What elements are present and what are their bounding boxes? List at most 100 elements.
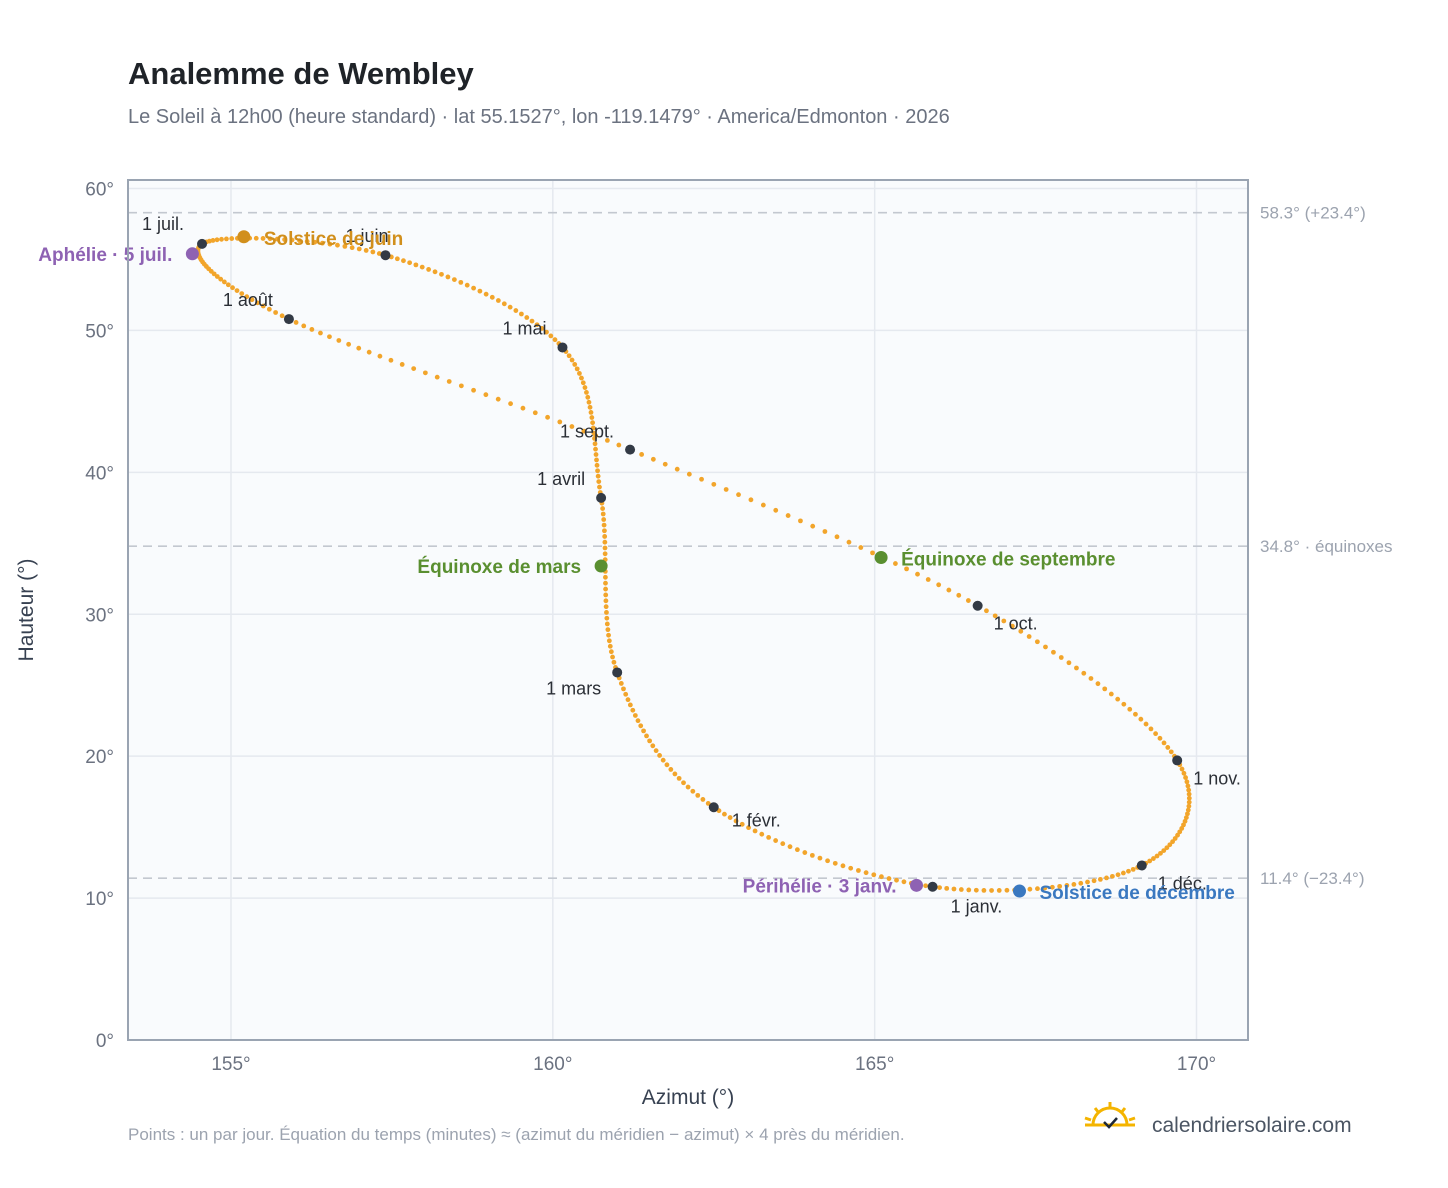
daily-point [601,522,607,528]
daily-point [739,821,745,827]
daily-point [639,452,645,457]
daily-point [585,394,591,400]
daily-point [951,886,957,892]
daily-point [1120,870,1126,876]
daily-point [736,492,741,498]
x-tick-label: 160° [533,1054,572,1075]
daily-point [595,468,600,474]
daily-point [587,404,593,410]
x-tick-label: 155° [211,1054,250,1075]
daily-point [705,800,711,806]
daily-point [363,248,369,253]
daily-point [668,767,674,772]
chart-subtitle: Le Soleil à 12h00 (heure standard) · lat… [128,106,950,128]
daily-point [519,311,524,317]
daily-point [723,487,729,492]
daily-point [856,868,861,873]
daily-point [810,523,816,529]
daily-point [1078,880,1084,886]
daily-point [886,876,892,881]
daily-point [577,371,582,376]
daily-point [647,738,653,744]
daily-point [1001,618,1007,624]
daily-point [273,310,279,315]
y-tick-label: 50° [85,321,114,342]
daily-point [1168,749,1174,755]
daily-point [780,841,786,847]
daily-point [581,428,587,434]
daily-point [699,476,704,482]
daily-point [426,267,432,272]
event-label: Équinoxe de septembre [901,548,1115,570]
month-marker [612,667,623,678]
daily-point [1186,787,1192,793]
daily-point [1133,711,1138,717]
daily-point [1186,799,1192,805]
daily-point [600,511,606,517]
daily-point [602,528,607,534]
daily-point [894,877,899,883]
daily-point [733,818,739,824]
daily-point [483,291,489,297]
daily-point [289,237,295,243]
daily-point [230,285,235,291]
daily-point [552,337,558,343]
daily-point [566,353,572,359]
daily-point [260,303,266,309]
daily-point [863,870,869,876]
daily-point [1167,842,1173,848]
daily-point [603,592,609,598]
daily-point [595,473,601,479]
month-label: 1 août [223,290,273,310]
month-label: 1 juil. [142,214,184,234]
daily-point [1147,858,1153,864]
month-marker [380,250,391,261]
daily-point [349,245,355,251]
daily-point [1138,716,1144,722]
daily-point [602,539,608,545]
daily-point [1184,779,1190,785]
daily-point [606,632,611,638]
daily-point [545,414,550,420]
daily-point [221,279,227,285]
daily-point [603,574,608,580]
daily-point [1154,853,1160,859]
daily-point [923,883,929,889]
daily-point [966,887,972,893]
daily-point [458,279,464,285]
daily-point [848,865,854,871]
daily-point [1161,740,1167,746]
daily-point [662,461,668,467]
daily-point [944,885,950,891]
daily-point [602,534,608,539]
y-axis-label: Hauteur (°) [15,559,38,662]
daily-point [1058,655,1064,660]
daily-point [937,885,942,891]
daily-point [674,466,680,472]
y-tick-label: 60° [85,180,114,201]
daily-point [1186,791,1192,797]
daily-point [1049,884,1055,890]
daily-point [625,697,631,703]
daily-point [627,702,633,708]
daily-point [621,686,626,692]
daily-point [1186,795,1192,801]
daily-point [495,396,501,402]
daily-point [471,285,476,291]
reference-line-label: 11.4° (−23.4°) [1260,869,1364,888]
daily-point [464,282,470,288]
daily-point [1127,706,1133,712]
daily-point [1088,676,1094,681]
daily-point [267,236,273,242]
daily-point [1183,815,1189,820]
daily-point [817,855,823,861]
daily-point [638,723,644,729]
daily-point [569,357,575,363]
event-label: Équinoxe de mars [417,556,581,578]
daily-point [604,610,609,615]
daily-point [260,236,266,241]
daily-point [798,518,803,524]
daily-point [822,529,828,534]
daily-point [989,888,994,893]
daily-point [394,256,400,262]
